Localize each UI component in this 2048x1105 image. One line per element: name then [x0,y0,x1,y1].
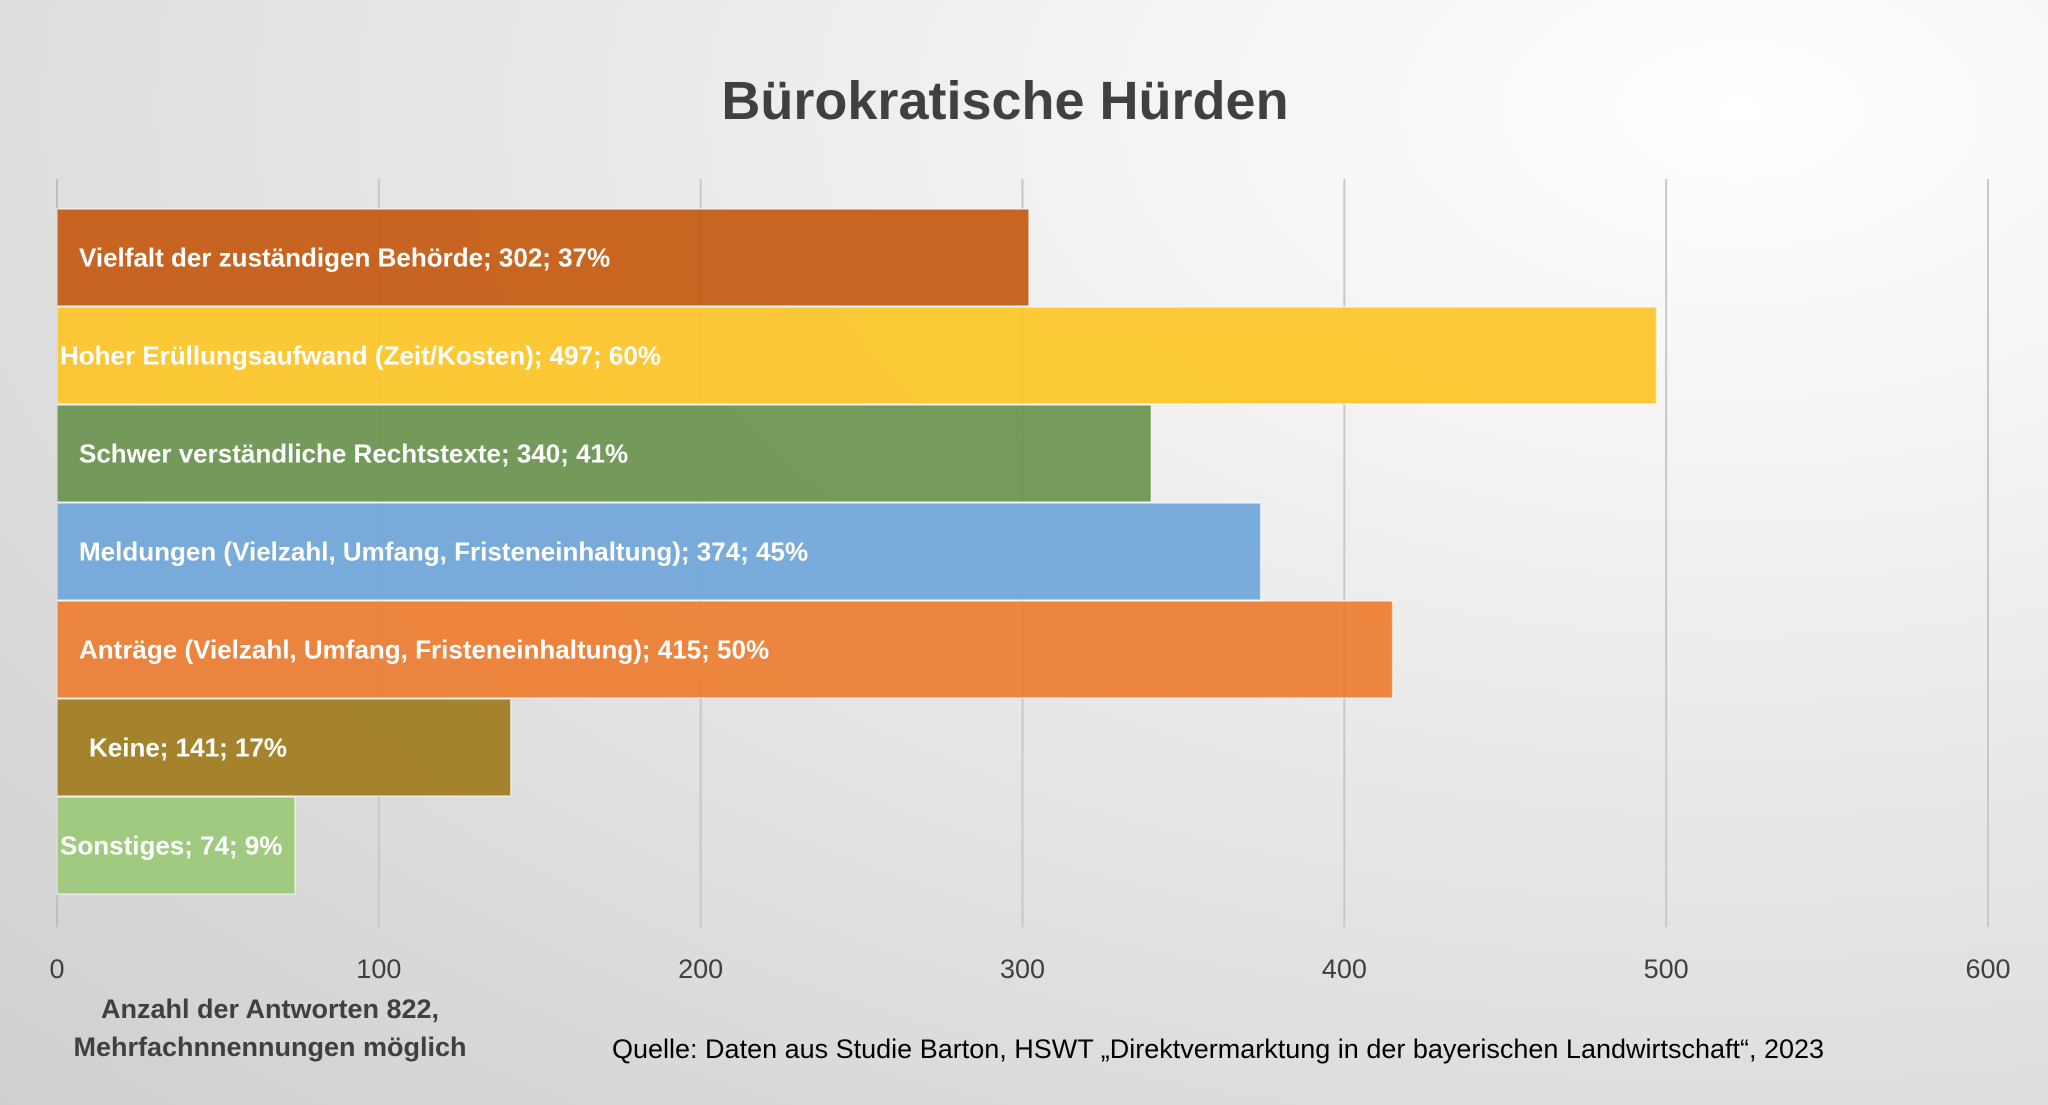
bar-data-label: Meldungen (Vielzahl, Umfang, Fristeneinh… [79,537,808,567]
bar [56,698,512,797]
x-axis-label-line-1: Anzahl der Antworten 822, [100,994,440,1024]
bar [56,404,1152,503]
bar-data-label: Anträge (Vielzahl, Umfang, Fristeneinhal… [79,635,769,665]
bar [56,600,1394,699]
bar [56,502,1262,601]
x-tick-label: 0 [49,954,64,984]
x-tick-label: 100 [356,954,401,984]
bar-data-label: Hoher Erüllungsaufwand (Zeit/Kosten); 49… [60,341,661,371]
chart-title: Bürokratische Hürden [721,71,1289,131]
bar [56,306,1658,405]
x-tick-label: 500 [1644,954,1689,984]
bar [56,208,1030,307]
x-tick-label: 200 [678,954,723,984]
bar-data-label: Keine; 141; 17% [89,733,287,763]
bar [56,796,296,895]
bar-data-label: Schwer verständliche Rechtstexte; 340; 4… [79,439,628,469]
source-note: Quelle: Daten aus Studie Barton, HSWT „D… [612,1034,1825,1064]
x-axis-label: Anzahl der Antworten 822, Mehrfachnnennu… [40,990,500,1066]
x-tick-label: 300 [1000,954,1045,984]
x-tick-label: 600 [1965,954,2010,984]
x-tick-label: 400 [1322,954,1367,984]
x-axis-label-line-2: Mehrfachnnennungen möglich [73,1032,467,1062]
bar-data-label: Vielfalt der zuständigen Behörde; 302; 3… [79,243,610,273]
bar-data-label: Sonstiges; 74; 9% [60,831,283,861]
